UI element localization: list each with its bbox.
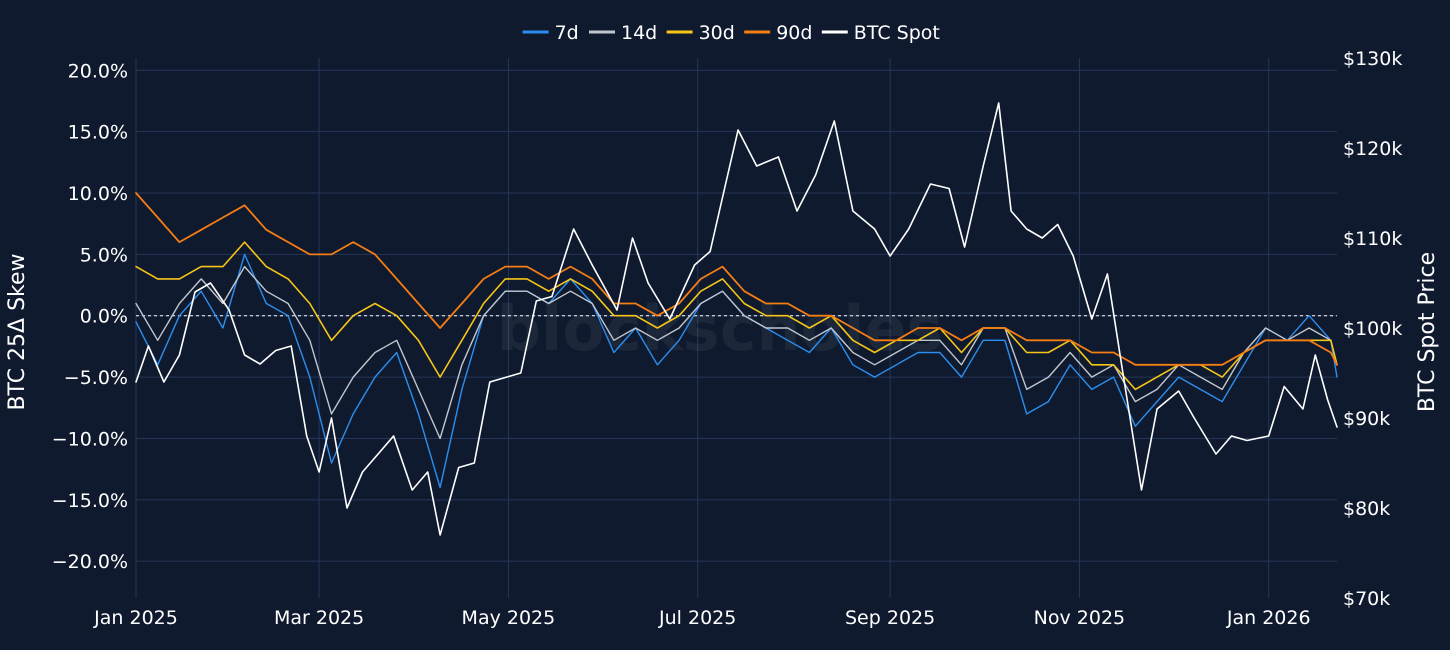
y-left-tick-label: 0.0%: [80, 306, 128, 328]
y-axis-right-title: BTC Spot Price: [1415, 252, 1440, 412]
y-left-tick-label: 15.0%: [68, 122, 128, 144]
y-left-tick-label: 10.0%: [68, 183, 128, 205]
legend-item-btc-spot[interactable]: BTC Spot: [821, 22, 940, 44]
y-left-tick-label: −15.0%: [52, 490, 128, 512]
grid: [135, 58, 1337, 598]
legend-label: 7d: [555, 22, 579, 44]
series-line-90d: [135, 192, 1338, 366]
x-tick-label: Nov 2025: [1034, 607, 1125, 629]
legend-item-7d[interactable]: 7d: [522, 22, 579, 44]
x-tick-label: Jan 2025: [93, 607, 178, 629]
legend[interactable]: 7d 14d 30d 90d BTC Spot: [522, 22, 940, 44]
series-layer: [135, 102, 1338, 536]
axes: 20.0% 15.0% 10.0% 5.0% 0.0% −5.0% −10.0% −15.0%…: [52, 48, 1403, 629]
y-right-tick-label: $80k: [1343, 498, 1390, 520]
y-left-tick-label: −20.0%: [52, 551, 128, 573]
legend-item-14d[interactable]: 14d: [589, 22, 657, 44]
y-right-tick-label: $100k: [1343, 318, 1402, 340]
series-line-14d: [135, 265, 1338, 440]
x-tick-label: Jul 2025: [658, 607, 736, 629]
y-axis-left-title: BTC 25Δ Skew: [5, 253, 30, 410]
series-line-30d: [135, 241, 1338, 391]
y-right-tick-label: $110k: [1343, 228, 1402, 250]
y-right-tick-label: $70k: [1343, 588, 1390, 610]
watermark: blockscholes: [497, 292, 944, 365]
legend-label: BTC Spot: [854, 22, 940, 44]
legend-label: 14d: [621, 22, 657, 44]
y-left-tick-label: −10.0%: [52, 428, 128, 450]
y-right-tick-label: $90k: [1343, 408, 1390, 430]
y-right-tick-label: $120k: [1343, 138, 1402, 160]
legend-item-90d[interactable]: 90d: [744, 22, 812, 44]
x-tick-label: Jan 2026: [1226, 607, 1311, 629]
x-tick-label: Mar 2025: [274, 607, 364, 629]
y-right-tick-label: $130k: [1343, 48, 1402, 70]
legend-item-30d[interactable]: 30d: [666, 22, 735, 44]
series-line-btc-spot: [135, 102, 1338, 536]
x-tick-label: May 2025: [462, 607, 556, 629]
y-left-tick-label: −5.0%: [64, 367, 128, 389]
y-left-tick-label: 5.0%: [80, 244, 128, 266]
x-tick-label: Sep 2025: [845, 607, 935, 629]
legend-label: 90d: [776, 22, 812, 44]
y-left-tick-label: 20.0%: [68, 60, 128, 82]
legend-label: 30d: [699, 22, 735, 44]
